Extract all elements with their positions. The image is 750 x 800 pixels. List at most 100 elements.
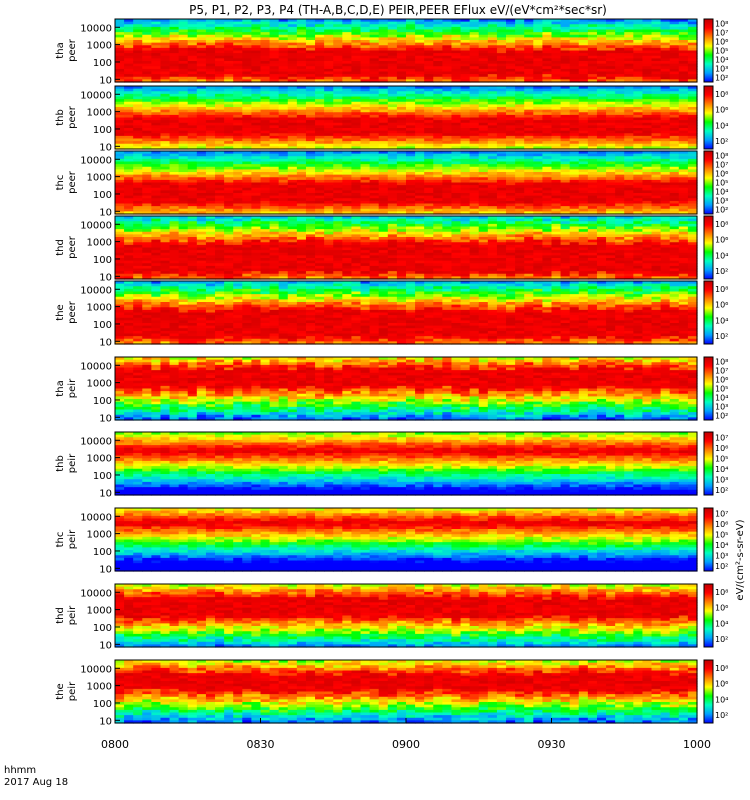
heatmap-cell [224, 40, 234, 44]
heatmap-cell [433, 63, 443, 67]
heatmap-cell [587, 58, 598, 62]
heatmap-cell [669, 63, 680, 67]
heatmap-cell [260, 50, 271, 54]
heatmap-cell [115, 128, 125, 132]
heatmap-cell [142, 61, 152, 65]
heatmap-cell [424, 66, 434, 70]
heatmap-cell [133, 146, 143, 150]
heatmap-cell [660, 76, 671, 80]
heatmap-cell [633, 45, 644, 49]
heatmap-cell [115, 74, 125, 78]
heatmap-cell [424, 71, 434, 75]
heatmap-cell [251, 50, 262, 54]
heatmap-cell [287, 29, 298, 33]
heatmap-cell [160, 93, 171, 98]
heatmap-cell [533, 53, 543, 57]
heatmap-cell [569, 74, 580, 78]
heatmap-cell [496, 58, 507, 62]
heatmap-cell [578, 50, 589, 54]
heatmap-cell [442, 21, 453, 25]
heatmap-cell [124, 37, 134, 41]
heatmap-cell [378, 74, 389, 78]
heatmap-cell [115, 130, 125, 134]
heatmap-cell [133, 112, 143, 116]
heatmap-cell [251, 61, 262, 65]
heatmap-cell [487, 61, 498, 65]
heatmap-cell [533, 21, 543, 25]
heatmap-cell [160, 45, 171, 49]
heatmap-cell [324, 45, 334, 49]
heatmap-cell [460, 76, 471, 80]
heatmap-cell [424, 21, 434, 25]
heatmap-cell [233, 21, 243, 25]
heatmap-cell [287, 24, 298, 28]
heatmap-cell [615, 34, 625, 38]
heatmap-cell [578, 19, 589, 23]
heatmap-cell [178, 79, 189, 83]
heatmap-cell [305, 63, 316, 67]
heatmap-cell [433, 53, 443, 57]
heatmap-cell [533, 40, 543, 44]
heatmap-cell [242, 37, 252, 41]
heatmap-cell [487, 34, 498, 38]
heatmap-cell [396, 29, 407, 33]
heatmap-cell [333, 50, 343, 54]
heatmap-cell [487, 47, 498, 52]
heatmap-cell [651, 55, 662, 59]
heatmap-cell [678, 61, 689, 65]
heatmap-cell [124, 93, 134, 98]
heatmap-cell [624, 50, 634, 54]
heatmap-cell [160, 130, 171, 134]
heatmap-cell [324, 50, 334, 54]
heatmap-cell [469, 74, 480, 78]
heatmap-cell [115, 104, 125, 108]
heatmap-cell [342, 53, 353, 57]
heatmap-cell [224, 34, 234, 38]
heatmap-cell [324, 29, 334, 33]
heatmap-cell [260, 32, 271, 36]
heatmap-cell [560, 58, 571, 62]
heatmap-cell [387, 74, 398, 78]
heatmap-cell [342, 42, 353, 46]
heatmap-cell [287, 34, 298, 38]
heatmap-cell [615, 42, 625, 46]
heatmap-cell [215, 55, 225, 59]
heatmap-cell [478, 37, 489, 41]
heatmap-cell [387, 76, 398, 80]
heatmap-cell [396, 24, 407, 28]
heatmap-cell [515, 55, 525, 59]
heatmap-cell [506, 61, 516, 65]
heatmap-cell [187, 76, 198, 80]
heatmap-cell [460, 37, 471, 41]
heatmap-cell [151, 47, 162, 52]
heatmap-cell [633, 76, 644, 80]
heatmap-cell [578, 45, 589, 49]
heatmap-cell [333, 66, 343, 70]
heatmap-cell [569, 61, 580, 65]
heatmap-cell [251, 34, 262, 38]
heatmap-cell [515, 21, 525, 25]
heatmap-cell [169, 63, 180, 67]
heatmap-cell [315, 53, 325, 57]
heatmap-cell [151, 120, 162, 124]
heatmap-cell [669, 29, 680, 33]
heatmap-cell [460, 68, 471, 73]
heatmap-cell [678, 76, 689, 80]
spectrogram-panels: 10100100010000thapeer10²10³10⁴10⁵10⁶10⁷1… [55, 18, 728, 727]
heatmap-cell [642, 26, 653, 31]
heatmap-cell [406, 63, 416, 67]
heatmap-cell [124, 117, 134, 121]
heatmap-cell [624, 21, 634, 25]
heatmap-cell [515, 61, 525, 65]
heatmap-cell [442, 42, 453, 46]
heatmap-cell [651, 29, 662, 33]
heatmap-cell [242, 29, 252, 33]
heatmap-cell [269, 26, 280, 31]
heatmap-cell [133, 29, 143, 33]
heatmap-cell [142, 37, 152, 41]
heatmap-cell [369, 68, 380, 73]
heatmap-cell [387, 68, 398, 73]
heatmap-cell [242, 55, 252, 59]
heatmap-cell [315, 34, 325, 38]
